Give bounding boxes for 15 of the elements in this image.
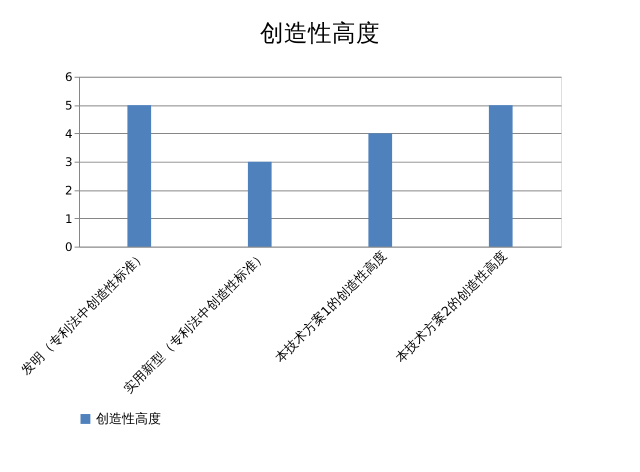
y-tick-label: 6	[65, 70, 73, 84]
x-tick-label: 本技术方案2的创造性高度	[392, 248, 511, 366]
bar	[127, 105, 152, 247]
bar	[368, 133, 392, 247]
y-tick-label: 1	[65, 212, 73, 226]
y-tick-label: 2	[65, 183, 73, 198]
y-tick-label: 5	[65, 98, 73, 113]
legend-label: 创造性高度	[96, 410, 161, 427]
chart-title: 创造性高度	[260, 19, 380, 48]
y-tick-label: 0	[65, 240, 73, 254]
y-tick-label: 4	[65, 126, 73, 141]
y-tick-label: 3	[65, 155, 73, 170]
bar	[248, 162, 272, 247]
x-tick-label: 本技术方案1的创造性高度	[272, 248, 390, 366]
bar	[488, 105, 513, 247]
